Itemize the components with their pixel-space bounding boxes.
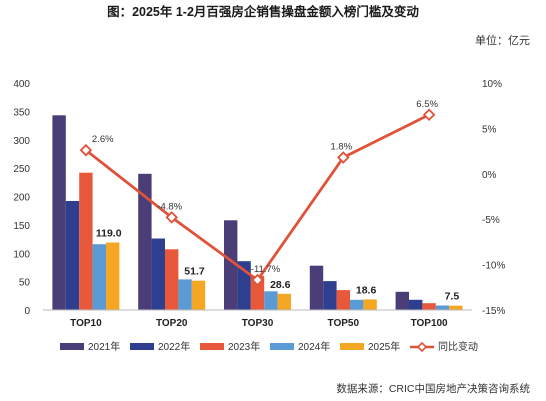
left-axis-tick-1: 50 (19, 278, 31, 289)
left-axis-tick-6: 300 (13, 136, 30, 147)
line-label-TOP10: 2.6% (92, 134, 114, 145)
left-axis-tick-2: 100 (13, 249, 30, 260)
bar-label-TOP30: 28.6 (270, 279, 291, 291)
left-axis-tick-4: 200 (13, 193, 30, 204)
legend-marker-line (416, 341, 428, 353)
line-point-TOP30 (251, 273, 264, 287)
chart-title: 图：2025年 1-2月百强房企销售操盘金额入榜门槛及变动 (107, 4, 419, 19)
bar-2024年-TOP50 (350, 299, 364, 310)
left-axis-tick-8: 400 (13, 79, 30, 90)
right-axis-tick-1: -10% (482, 261, 505, 272)
right-axis-tick-0: -15% (482, 306, 505, 317)
right-axis-tick-5: 10% (482, 79, 502, 90)
right-axis-tick-3: 0% (482, 170, 497, 181)
legend-swatch-2021年 (60, 343, 84, 350)
legend-swatch-2022年 (130, 343, 154, 350)
bar-label-TOP20: 51.7 (184, 266, 205, 278)
legend-label-line: 同比变动 (438, 340, 478, 353)
legend-label-2022年: 2022年 (158, 340, 190, 353)
bar-2025年-TOP20 (191, 280, 206, 310)
bar-2022年-TOP50 (323, 281, 337, 310)
bar-2021年-TOP20 (138, 173, 152, 310)
bar-2025年-TOP50 (363, 299, 377, 310)
x-tick-TOP10: TOP10 (70, 318, 102, 329)
line-point-TOP50 (337, 151, 350, 164)
bar-2025年-TOP30 (277, 293, 291, 310)
left-axis-tick-7: 350 (13, 107, 30, 118)
left-axis-tick-0: 0 (24, 306, 30, 317)
line-label-TOP30: -11.7% (251, 264, 281, 275)
line-label-TOP100: 6.5% (416, 99, 438, 110)
x-tick-TOP100: TOP100 (411, 318, 448, 329)
line-label-TOP20: -4.8% (157, 201, 182, 212)
bar-label-TOP50: 18.6 (356, 284, 377, 296)
bar-2022年-TOP100 (409, 299, 423, 310)
bar-2023年-TOP100 (422, 303, 436, 310)
bar-label-TOP10: 119.0 (96, 228, 122, 240)
bar-2022年-TOP20 (151, 238, 165, 310)
legend-label-2024年: 2024年 (298, 340, 330, 353)
plot-area: 0 50 100 150 200 250 300 350 400 -15% -10% -5% 0% 5% 1… (13, 79, 505, 329)
bar-2021年-TOP30 (224, 220, 238, 310)
bar-2024年-TOP30 (264, 291, 278, 310)
bar-2023年-TOP10 (79, 172, 93, 310)
right-axis-tick-4: 5% (482, 124, 497, 135)
x-tick-TOP30: TOP30 (242, 318, 274, 329)
bar-2024年-TOP100 (435, 305, 450, 310)
legend-swatch-2023年 (200, 343, 224, 350)
line-label-TOP50: 1.8% (330, 142, 352, 153)
legend-swatch-2025年 (340, 343, 364, 350)
bar-2023年-TOP30 (250, 275, 265, 310)
legend-label-2021年: 2021年 (88, 340, 120, 353)
line-point-TOP10 (79, 143, 93, 157)
legend-swatch-2024年 (270, 343, 294, 350)
bar-2021年-TOP100 (395, 291, 409, 310)
bar-2024年-TOP10 (92, 244, 106, 310)
bar-2025年-TOP10 (106, 242, 120, 310)
line-point-TOP100 (422, 108, 436, 122)
left-axis-tick-3: 150 (13, 221, 30, 232)
line-yoy-change (85, 113, 430, 282)
unit-label: 单位：亿元 (475, 33, 530, 47)
source-note: 数据来源：CRIC中国房地产决策咨询系统 (336, 382, 530, 395)
x-tick-TOP50: TOP50 (328, 318, 360, 329)
right-axis-tick-2: -5% (482, 215, 500, 226)
legend-label-2023年: 2023年 (228, 340, 260, 353)
bar-label-TOP100: 7.5 (445, 291, 460, 303)
x-tick-TOP20: TOP20 (156, 318, 188, 329)
bar-2021年-TOP10 (52, 115, 66, 310)
line-point-TOP20 (165, 211, 178, 224)
bar-2023年-TOP50 (336, 290, 350, 310)
bar-2023年-TOP20 (165, 249, 179, 310)
bar-2022年-TOP10 (65, 201, 80, 310)
legend: 2021年 2022年 2023年 2024年 2025年 同比变动 (60, 340, 478, 353)
left-axis-tick-5: 250 (13, 164, 30, 175)
bar-2024年-TOP20 (178, 279, 192, 310)
bar-2021年-TOP50 (309, 265, 324, 310)
bar-2025年-TOP100 (449, 305, 463, 310)
legend-label-2025年: 2025年 (368, 340, 400, 353)
